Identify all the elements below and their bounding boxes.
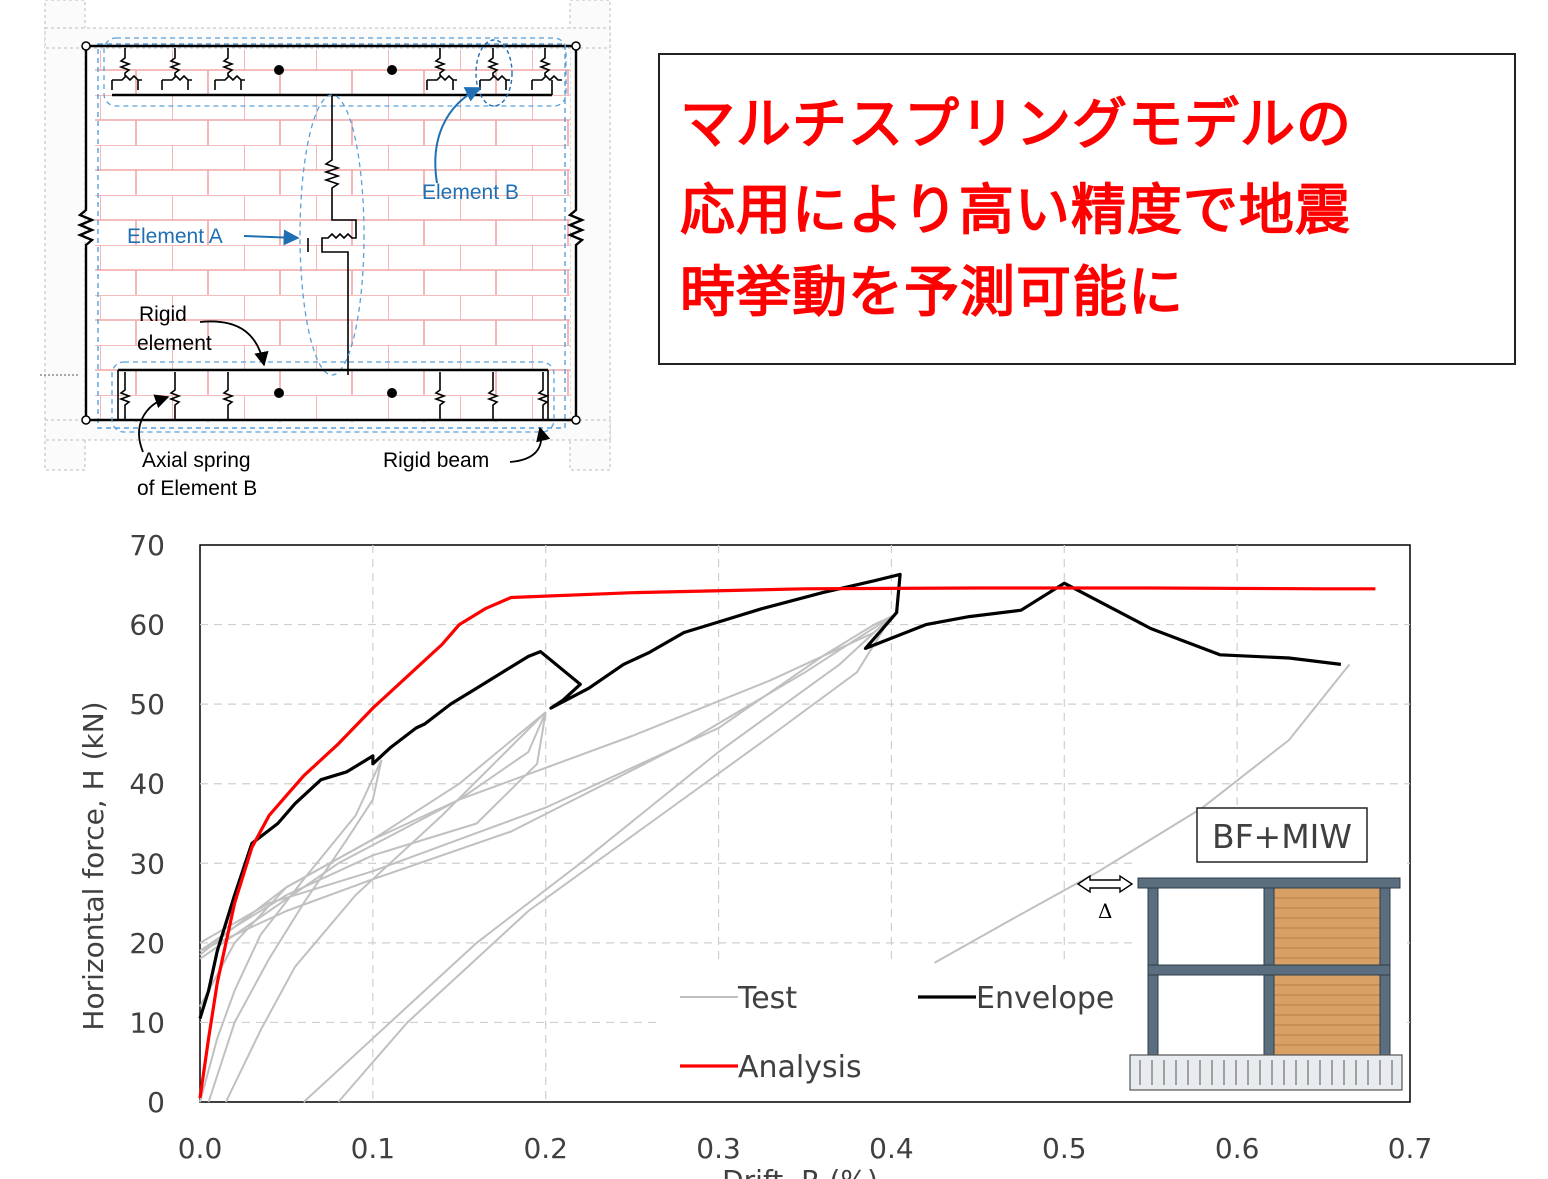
test-loop-line: [224, 711, 547, 1103]
x-tick-labels: 0.0 0.1 0.2 0.3 0.4 0.5 0.6 0.7: [178, 1132, 1433, 1165]
y-tick-label: 20: [129, 927, 165, 960]
x-tick-label: 0.0: [178, 1132, 223, 1165]
inset-title: BF+MIW: [1212, 817, 1352, 856]
analysis-series-line: [198, 586, 1376, 1099]
top-node-right: [387, 65, 397, 75]
test-loop-line: [337, 616, 893, 1103]
test-loop-line: [199, 759, 383, 1103]
x-tick-label: 0.2: [523, 1132, 568, 1165]
infill-dashed-boundary: [97, 43, 566, 429]
headline-box: マルチスプリングモデルの 応用により高い精度で地震 時挙動を予測可能に: [658, 53, 1516, 365]
masonry-bay-texture: [1270, 897, 1383, 1046]
axial-spring-arrow: [138, 394, 170, 453]
bottom-node-left: [274, 388, 284, 398]
top-node-left: [274, 65, 284, 75]
element-a-arrow: [243, 229, 300, 246]
y-tick-label: 0: [147, 1086, 165, 1119]
inset-title-box: [1196, 807, 1368, 863]
displacement-symbol: Δ: [1098, 899, 1112, 923]
bottom-spring-units: [118, 372, 550, 420]
test-loop-line: [199, 615, 892, 952]
x-tick-label: 0.5: [1042, 1132, 1087, 1165]
test-loop-line: [199, 615, 892, 944]
element-b-label: Element B: [422, 181, 519, 204]
top-beam-dashed-group: [103, 37, 567, 107]
x-axis-title: Drift, R (%): [722, 1164, 878, 1179]
load-direction-arrow: [1076, 874, 1134, 894]
legend-envelope-label: Envelope: [976, 981, 1114, 1016]
test-loop-line: [207, 759, 383, 1103]
foundation-rebars: [1139, 1060, 1393, 1085]
headline-line-1: マルチスプリングモデルの: [680, 92, 1353, 156]
legend: Test Envelope Analysis: [658, 965, 1136, 1100]
top-spring-units: [111, 48, 562, 95]
rigid-beam-arrow: [509, 426, 551, 463]
headline-line-2: 応用により高い精度で地震: [680, 178, 1351, 242]
test-loop-line: [303, 615, 893, 1103]
axial-spring-label-line2: of Element B: [137, 477, 257, 500]
x-tick-label: 0.6: [1215, 1132, 1260, 1165]
element-b-arrow: [434, 87, 482, 184]
force-drift-chart: 0 10 20 30 40 50 60 70 0.0 0.1 0.2 0.3 0.4 0.5 0.6 0.7…: [77, 529, 1433, 1179]
y-tick-label: 10: [129, 1006, 165, 1039]
test-loop-line: [199, 711, 547, 1007]
y-tick-label: 30: [129, 847, 165, 880]
x-tick-label: 0.3: [696, 1132, 741, 1165]
test-loop-line: [199, 711, 547, 952]
rigid-element-label-line1: Rigid: [139, 303, 187, 326]
element-a-highlight: [299, 94, 365, 376]
y-tick-label: 40: [129, 768, 165, 801]
axial-spring-label-line1: Axial spring: [142, 449, 251, 472]
element-a-strut: [307, 95, 357, 375]
x-tick-label: 0.1: [351, 1132, 396, 1165]
headline-line-3: 時挙動を予測可能に: [680, 260, 1185, 324]
test-loop-line: [934, 663, 1351, 964]
bottom-beam-dashed-group: [111, 361, 555, 433]
element-a-label: Element A: [127, 225, 223, 248]
x-tick-label: 0.4: [869, 1132, 914, 1165]
rigid-element-label-line2: element: [137, 332, 212, 355]
rigid-beam-label: Rigid beam: [383, 449, 489, 472]
y-tick-label: 50: [129, 688, 165, 721]
y-axis-title: Horizontal force, H (kN): [77, 701, 110, 1030]
legend-analysis-label: Analysis: [738, 1050, 862, 1085]
x-tick-label: 0.7: [1388, 1132, 1433, 1165]
frame-joints: [81, 41, 581, 425]
foundation-beam: [1129, 1054, 1403, 1091]
legend-test-label: Test: [737, 981, 797, 1016]
legend-background: [658, 965, 1136, 1100]
multi-spring-model-diagram: Element B Element A Rigid element Axial …: [40, 0, 611, 500]
y-tick-labels: 0 10 20 30 40 50 60 70: [129, 529, 165, 1119]
specimen-inset: BF+MIW Δ: [1076, 807, 1407, 1100]
bottom-rigid-beam: [117, 368, 550, 420]
frame-elements: [76, 44, 586, 422]
test-series: [199, 615, 1351, 1103]
rigid-element-arrow: [199, 320, 269, 367]
envelope-series-line: [198, 572, 1342, 1019]
y-tick-label: 70: [129, 529, 165, 562]
y-tick-label: 60: [129, 609, 165, 642]
element-b-highlight: [475, 39, 513, 107]
bottom-node-right: [387, 388, 397, 398]
